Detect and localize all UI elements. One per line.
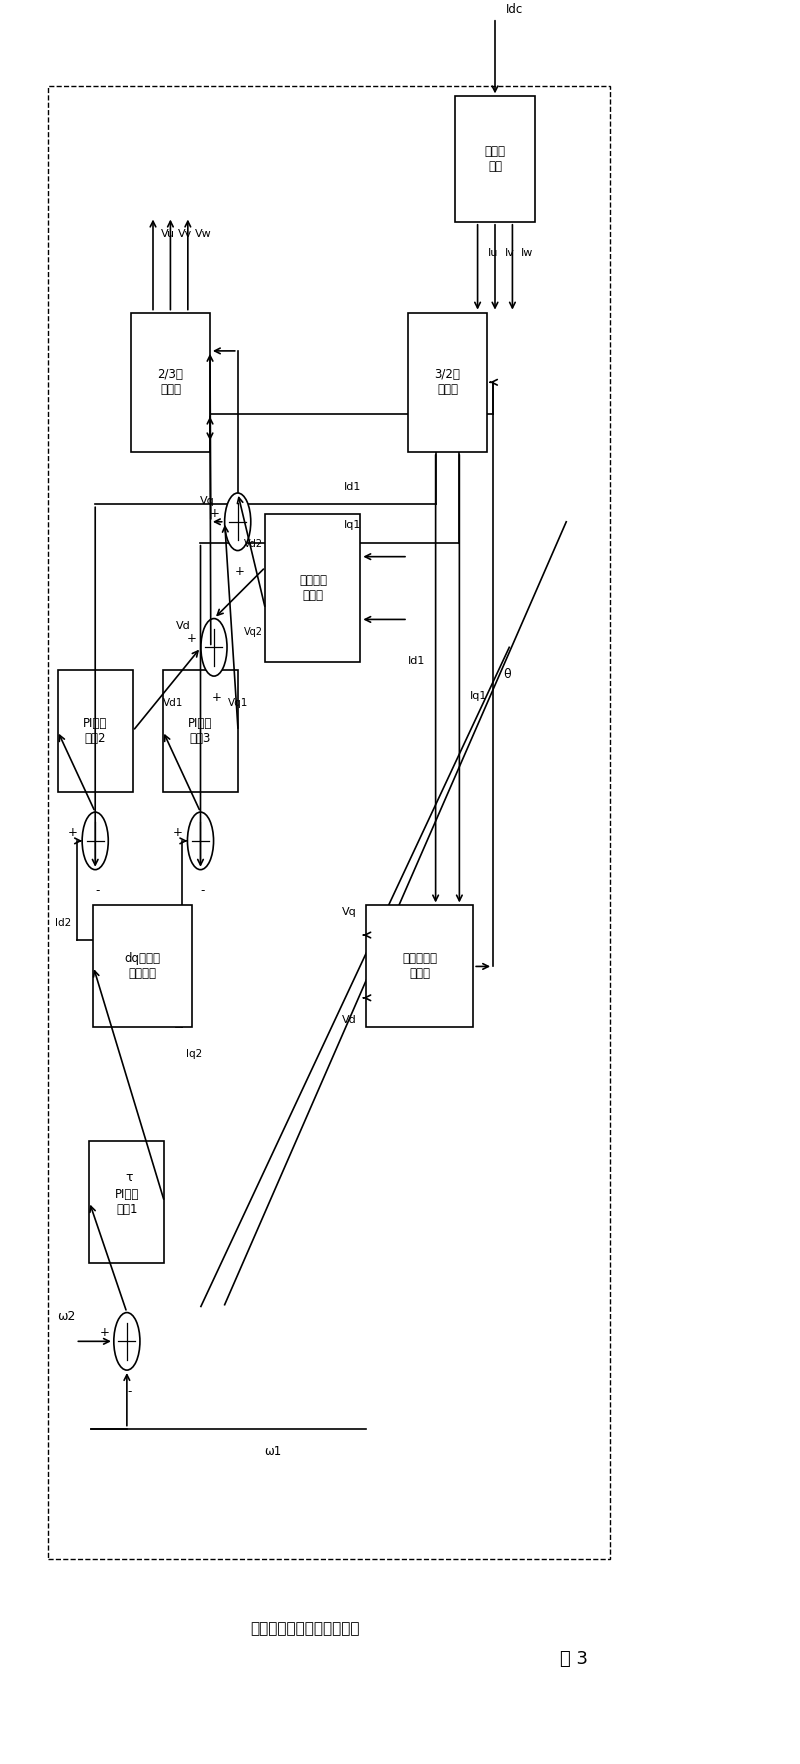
Text: 3/2转
换模块: 3/2转 换模块 (434, 369, 461, 397)
Bar (58, 670, 133, 792)
Text: 电流重
构器: 电流重 构器 (485, 145, 506, 173)
Text: +: + (186, 632, 196, 646)
Text: PI控制
模块2: PI控制 模块2 (83, 716, 107, 744)
Text: 非干涉化
演算器: 非干涉化 演算器 (299, 573, 327, 602)
Text: Vd: Vd (176, 621, 191, 632)
Text: -: - (95, 884, 100, 898)
Text: Iq1: Iq1 (344, 520, 361, 531)
Bar (163, 670, 238, 792)
Bar (455, 97, 534, 222)
Bar (266, 513, 361, 662)
Circle shape (82, 811, 108, 870)
Text: +: + (211, 690, 222, 704)
Text: θ: θ (503, 669, 511, 681)
Text: Vq: Vq (342, 907, 356, 917)
Circle shape (201, 619, 227, 676)
Text: 矢量控制分析和变频控制部: 矢量控制分析和变频控制部 (250, 1621, 360, 1637)
Text: 图 3: 图 3 (560, 1649, 588, 1667)
Text: Id1: Id1 (344, 482, 361, 492)
Text: Iq1: Iq1 (470, 691, 487, 700)
Text: +: + (68, 826, 78, 838)
Text: Vd: Vd (342, 1016, 356, 1025)
Text: Iu: Iu (487, 249, 498, 258)
Text: τ: τ (125, 1171, 133, 1184)
Text: Vv: Vv (178, 229, 193, 240)
Text: Idc: Idc (506, 2, 523, 16)
Circle shape (114, 1312, 140, 1371)
Text: Vq1: Vq1 (228, 699, 248, 707)
Text: +: + (235, 564, 245, 579)
Text: +: + (173, 826, 183, 838)
Bar (90, 1141, 165, 1263)
Text: Iq2: Iq2 (186, 1048, 202, 1058)
Bar (131, 312, 210, 452)
Text: 位置、速度
推定器: 位置、速度 推定器 (402, 953, 438, 981)
Text: -: - (201, 884, 205, 898)
Bar (94, 905, 192, 1027)
Text: Id2: Id2 (55, 917, 71, 928)
Bar (48, 86, 610, 1559)
Circle shape (225, 492, 250, 550)
Text: +: + (99, 1327, 110, 1339)
Text: dq电流指
令演算器: dq电流指 令演算器 (125, 953, 161, 981)
Text: Id1: Id1 (408, 656, 426, 667)
Text: PI控制
模块3: PI控制 模块3 (188, 716, 213, 744)
Text: Iw: Iw (522, 249, 534, 258)
Text: PI控制
模块1: PI控制 模块1 (114, 1187, 139, 1215)
Text: Vu: Vu (161, 229, 175, 240)
Text: 2/3转
换模块: 2/3转 换模块 (158, 369, 183, 397)
Text: Vd1: Vd1 (163, 699, 183, 707)
Text: -: - (127, 1385, 131, 1397)
Text: Iv: Iv (505, 249, 515, 258)
Text: Vw: Vw (194, 229, 211, 240)
Text: Vq: Vq (200, 496, 214, 506)
Bar (408, 312, 487, 452)
Circle shape (187, 811, 214, 870)
Text: Vd2: Vd2 (244, 540, 263, 549)
Text: ω1: ω1 (265, 1445, 282, 1457)
Text: +: + (210, 506, 220, 520)
Text: ω2: ω2 (57, 1311, 75, 1323)
Bar (366, 905, 474, 1027)
Text: Vq2: Vq2 (244, 626, 263, 637)
